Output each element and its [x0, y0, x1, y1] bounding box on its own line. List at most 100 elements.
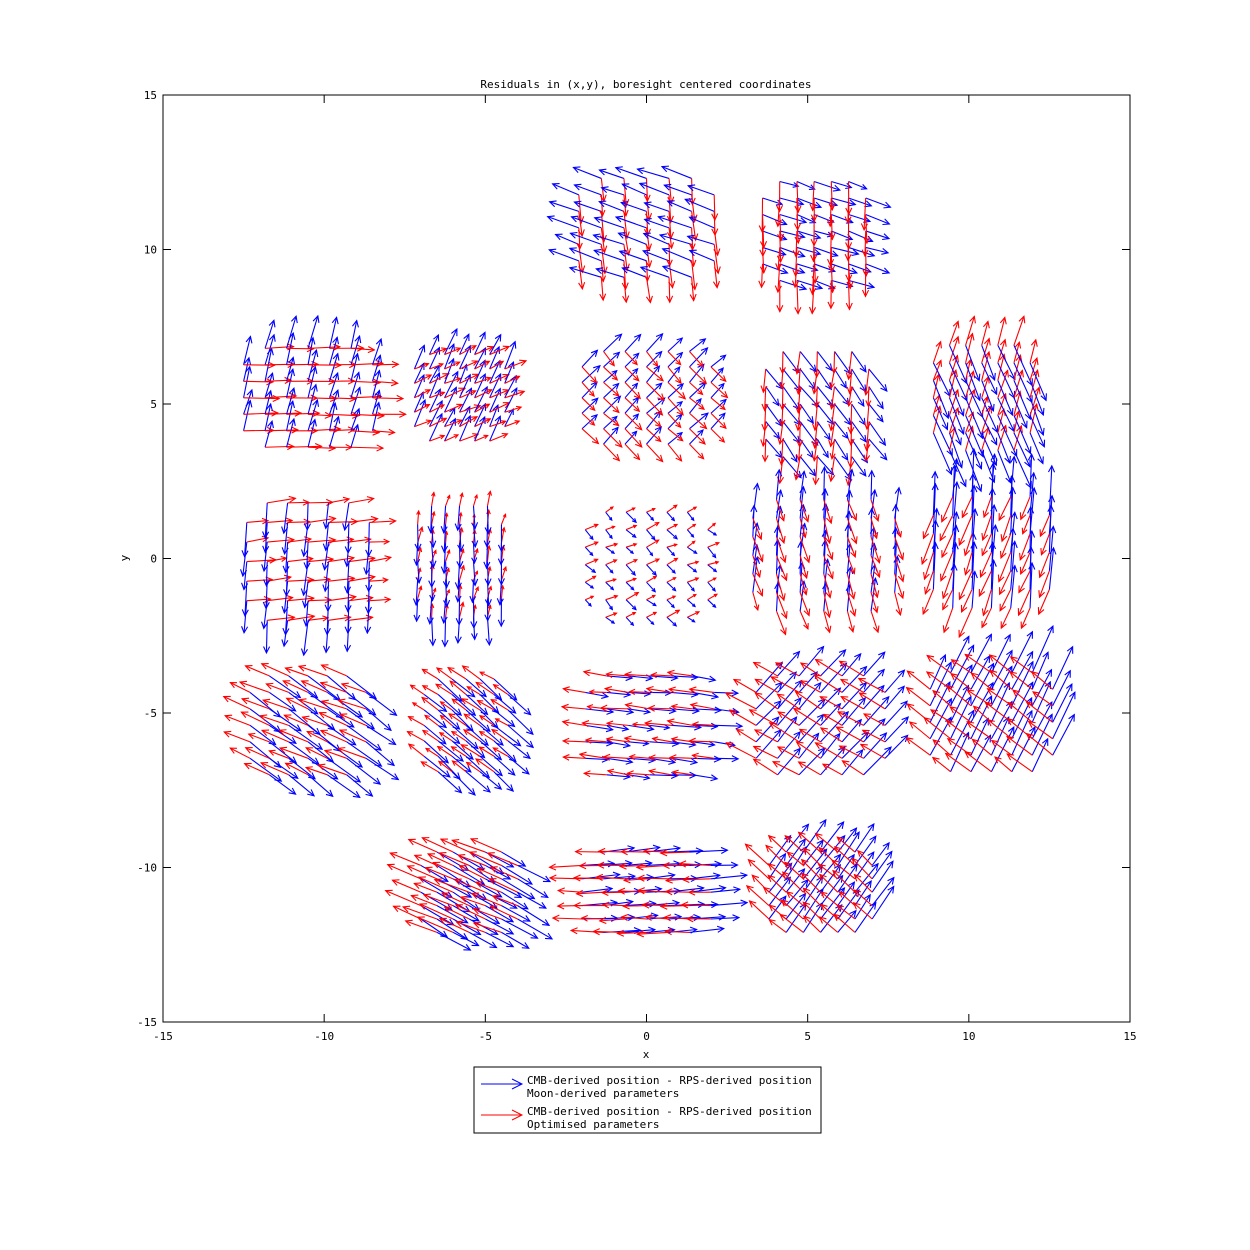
optimised-residual-arrow — [444, 512, 449, 525]
optimised-residual-arrow — [597, 847, 626, 855]
optimised-residual-arrow — [799, 592, 811, 617]
optimised-residual-arrow — [490, 698, 509, 711]
optimised-residual-arrow — [687, 593, 697, 601]
optimised-residual-arrow — [838, 745, 864, 759]
moon-residual-arrow — [868, 386, 884, 410]
optimised-residual-arrow — [443, 906, 470, 920]
moon-residual-arrow — [649, 757, 677, 765]
moon-residual-arrow — [484, 598, 491, 622]
moon-residual-arrow — [474, 331, 486, 355]
optimised-residual-arrow — [971, 738, 992, 756]
optimised-residual-arrow — [284, 666, 309, 677]
moon-residual-arrow — [841, 731, 870, 759]
optimised-residual-arrow — [350, 428, 381, 436]
moon-residual-arrow — [755, 716, 780, 743]
optimised-residual-arrow — [243, 409, 279, 417]
optimised-residual-arrow — [845, 181, 853, 216]
moon-residual-arrow — [1052, 669, 1071, 707]
optimised-residual-arrow — [459, 433, 480, 442]
moon-residual-arrow — [990, 726, 1015, 772]
optimised-residual-arrow — [759, 230, 767, 258]
moon-residual-arrow — [605, 546, 616, 555]
optimised-residual-arrow — [752, 661, 778, 677]
optimised-residual-arrow — [414, 389, 432, 399]
optimised-residual-arrow — [999, 589, 1012, 612]
moon-residual-arrow — [606, 708, 635, 716]
optimised-residual-arrow — [285, 697, 309, 710]
moon-residual-arrow — [603, 333, 623, 352]
optimised-residual-arrow — [894, 592, 903, 617]
optimised-residual-arrow — [794, 280, 802, 315]
moon-residual-arrow — [642, 232, 670, 245]
optimised-residual-arrow — [851, 857, 873, 880]
optimised-residual-arrow — [624, 412, 643, 431]
optimised-residual-arrow — [820, 891, 839, 907]
optimised-residual-arrow — [687, 523, 697, 531]
optimised-residual-arrow — [754, 692, 778, 710]
moon-residual-arrow — [863, 695, 890, 726]
moon-residual-arrow — [329, 316, 339, 349]
optimised-residual-arrow — [261, 698, 289, 710]
optimised-residual-arrow — [666, 577, 677, 583]
optimised-residual-arrow — [438, 917, 470, 933]
optimised-residual-arrow — [924, 570, 934, 595]
moon-residual-arrow — [489, 333, 502, 355]
optimised-residual-arrow — [413, 882, 438, 893]
moon-residual-arrow — [624, 333, 642, 352]
moon-residual-arrow — [707, 599, 717, 609]
optimised-residual-arrow — [894, 555, 905, 583]
optimised-residual-arrow — [784, 834, 804, 853]
moon-residual-arrow — [1031, 651, 1049, 690]
optimised-residual-arrow — [724, 692, 757, 710]
moon-residual-arrow — [932, 397, 949, 431]
optimised-residual-arrow — [813, 351, 821, 379]
optimised-residual-arrow — [687, 737, 715, 745]
moon-residual-arrow — [485, 931, 515, 948]
moon-residual-arrow — [303, 541, 311, 571]
optimised-residual-arrow — [811, 403, 820, 432]
optimised-residual-arrow — [768, 722, 800, 743]
moon-residual-arrow — [307, 348, 319, 382]
optimised-residual-arrow — [476, 699, 495, 711]
optimised-residual-arrow — [447, 713, 467, 726]
moon-residual-arrow — [605, 564, 614, 574]
moon-residual-arrow — [863, 668, 886, 693]
optimised-residual-arrow — [752, 573, 764, 597]
optimised-residual-arrow — [840, 696, 864, 710]
moon-residual-arrow — [649, 724, 671, 731]
optimised-residual-arrow — [894, 518, 903, 539]
moon-residual-arrow — [625, 616, 635, 627]
moon-residual-arrow — [322, 522, 330, 552]
optimised-residual-arrow — [606, 768, 629, 776]
moon-residual-arrow — [714, 722, 744, 730]
optimised-residual-arrow — [562, 754, 586, 761]
optimised-residual-arrow — [795, 368, 803, 396]
moon-residual-arrow — [444, 370, 459, 399]
optimised-residual-arrow — [1017, 589, 1031, 617]
moon-residual-arrow — [479, 755, 504, 777]
optimised-residual-arrow — [581, 366, 598, 384]
moon-residual-arrow — [262, 502, 270, 540]
optimised-residual-arrow — [710, 428, 726, 443]
optimised-residual-arrow — [819, 696, 843, 710]
optimised-residual-arrow — [222, 695, 251, 710]
optimised-residual-arrow — [416, 916, 454, 933]
optimised-residual-arrow — [578, 751, 607, 759]
moon-residual-arrow — [493, 771, 515, 792]
optimised-residual-arrow — [792, 707, 821, 726]
optimised-residual-arrow — [421, 729, 439, 742]
moon-residual-arrow — [639, 266, 670, 278]
optimised-residual-arrow — [622, 876, 647, 884]
optimised-residual-arrow — [832, 869, 856, 893]
optimised-residual-arrow — [320, 699, 347, 710]
moon-residual-arrow — [365, 724, 397, 746]
optimised-residual-arrow — [414, 403, 431, 413]
optimised-residual-arrow — [472, 921, 502, 933]
moon-residual-arrow — [241, 581, 249, 618]
optimised-residual-arrow — [795, 741, 821, 759]
optimised-residual-arrow — [794, 181, 802, 214]
moon-residual-arrow — [707, 564, 718, 573]
optimised-residual-arrow — [504, 390, 526, 399]
moon-residual-arrow — [568, 266, 602, 278]
optimised-residual-arrow — [595, 873, 626, 881]
